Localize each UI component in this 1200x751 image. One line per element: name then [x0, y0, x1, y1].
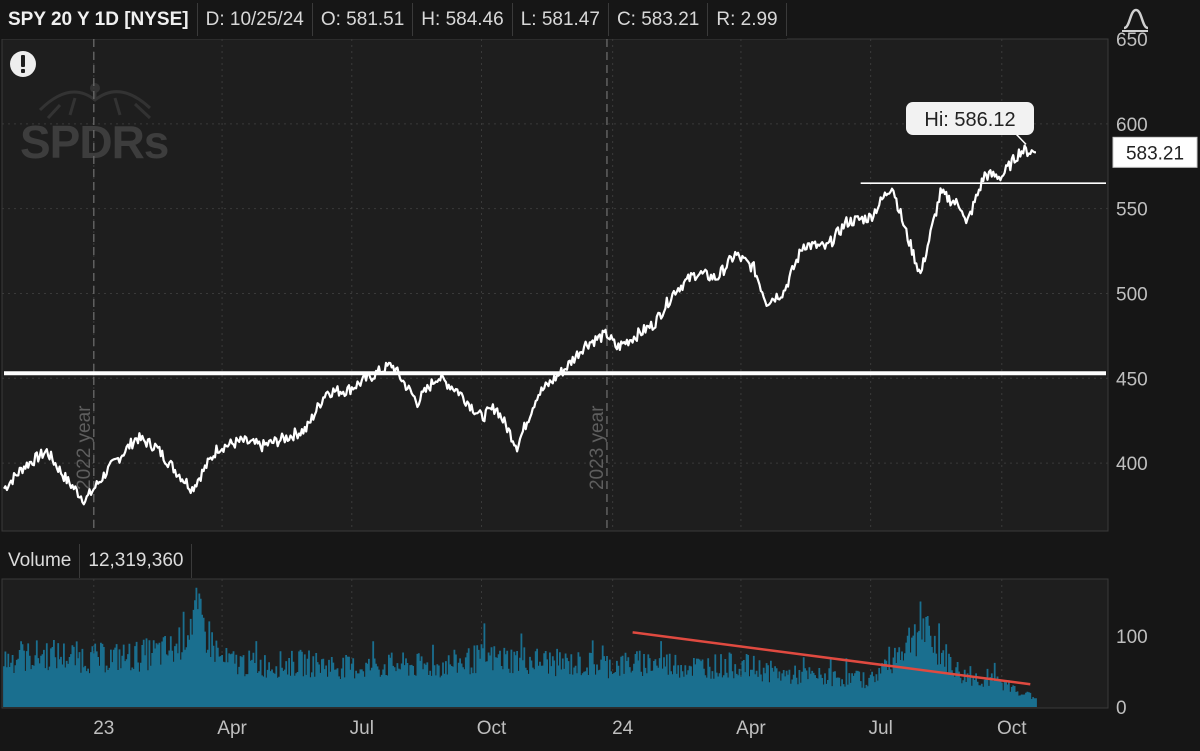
price-line: [3, 144, 1036, 506]
time-tick-label: 23: [93, 718, 114, 739]
time-tick-label: Apr: [217, 718, 247, 739]
spdrs-logo-watermark: [38, 83, 152, 120]
price-tick-label: 500: [1116, 284, 1148, 305]
time-tick-label: Oct: [997, 718, 1027, 739]
symbol-label[interactable]: SPY 20 Y 1D [NYSE]: [0, 3, 198, 36]
year-marker-label: 2022 year: [74, 405, 95, 490]
price-tick-label: 400: [1116, 454, 1148, 475]
high-label-pointer: [1015, 133, 1027, 145]
time-axis[interactable]: 23 Apr Jul Oct 24 Apr Jul Oct: [93, 718, 1027, 739]
volume-value: 12,319,360: [80, 544, 193, 578]
high-label-box: [906, 102, 1034, 135]
year-markers: 2022 year 2023 year: [74, 39, 608, 531]
year-marker-label: 2023 year: [587, 405, 608, 490]
volume-trend-line[interactable]: [632, 631, 1031, 686]
high-label: Hi: 586.12: [906, 102, 1034, 145]
open-value: O: 581.51: [313, 3, 414, 36]
high-value: H: 584.46: [413, 3, 513, 36]
volume-tick-label: 0: [1116, 698, 1127, 719]
watermark-text: SPDRs: [20, 116, 168, 168]
range-value: R: 2.99: [708, 3, 787, 36]
low-value: L: 581.47: [513, 3, 609, 36]
time-tick-label: Jul: [869, 718, 893, 739]
horizontal-lines[interactable]: [4, 182, 1106, 376]
price-tick-label: 600: [1116, 115, 1148, 136]
date-value: D: 10/25/24: [198, 3, 313, 36]
price-tick-label: 650: [1116, 30, 1148, 51]
price-tick-label: 450: [1116, 369, 1148, 390]
time-tick-label: 24: [612, 718, 634, 739]
time-tick-label: Apr: [736, 718, 766, 739]
volume-tick-label: 100: [1116, 627, 1148, 648]
close-value: C: 583.21: [609, 3, 709, 36]
price-axis[interactable]: 400 450 500 550 600 650: [1116, 30, 1148, 475]
time-tick-label: Jul: [350, 718, 374, 739]
last-price-text: 583.21: [1126, 143, 1184, 164]
volume-bars: [3, 587, 1037, 707]
volume-label[interactable]: Volume: [0, 544, 81, 578]
volume-header: Volume 12,319,360: [0, 544, 193, 578]
volume-axis[interactable]: 0 100: [1116, 627, 1148, 719]
price-tick-label: 550: [1116, 200, 1148, 221]
volume-bar: [3, 587, 1037, 707]
chart-header: SPY 20 Y 1D [NYSE] D: 10/25/24 O: 581.51…: [0, 0, 787, 39]
last-price-box: [1112, 136, 1198, 168]
last-price-badge: 583.21: [1112, 136, 1198, 168]
time-tick-label: Oct: [477, 718, 507, 739]
drawing-tool-icon[interactable]: [1118, 4, 1152, 34]
exclamation-icon[interactable]: [10, 51, 36, 77]
high-label-text: Hi: 586.12: [924, 109, 1015, 131]
